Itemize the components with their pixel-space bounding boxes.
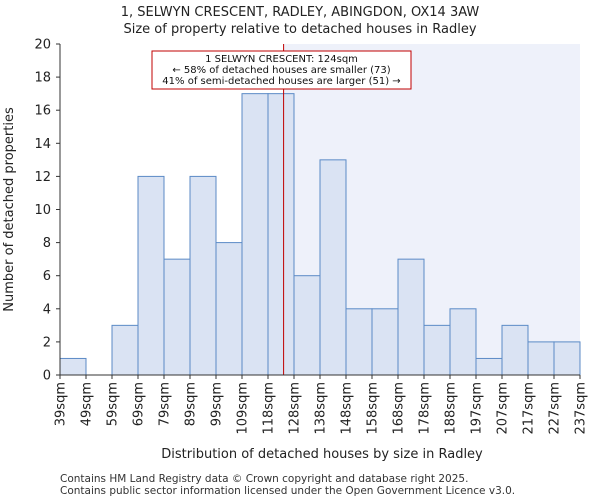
x-tick-label: 207sqm: [496, 382, 511, 435]
bar-227sqm: [553, 341, 581, 376]
x-tick-label: 188sqm: [444, 382, 459, 435]
x-tick-label: 148sqm: [340, 382, 355, 435]
y-tick-label: 18: [34, 71, 51, 86]
x-tick-label: 217sqm: [522, 382, 537, 435]
bar-39sqm: [59, 357, 87, 376]
bar-138sqm: [319, 159, 347, 376]
bar-99sqm: [215, 242, 243, 376]
chart-title: 1, SELWYN CRESCENT, RADLEY, ABINGDON, OX…: [121, 5, 480, 20]
annotation-border: [151, 50, 412, 90]
x-tick-label: 89sqm: [184, 382, 199, 426]
y-tick-label: 2: [43, 335, 51, 350]
y-tick-label: 14: [34, 137, 51, 152]
bar-168sqm: [397, 258, 425, 376]
y-tick-label: 4: [43, 302, 51, 317]
x-tick-label: 138sqm: [314, 382, 329, 435]
bar-79sqm: [163, 258, 191, 376]
bar-59sqm: [111, 324, 139, 376]
x-tick-label: 227sqm: [548, 382, 563, 435]
x-tick-label: 49sqm: [80, 382, 95, 426]
bar-197sqm: [475, 357, 503, 376]
y-tick-label: 16: [34, 104, 51, 119]
y-tick-label: 6: [43, 269, 51, 284]
x-tick-label: 168sqm: [392, 382, 407, 435]
bar-69sqm: [137, 175, 165, 376]
x-tick-label: 79sqm: [158, 382, 173, 426]
bar-217sqm: [527, 341, 555, 376]
chart-subtitle: Size of property relative to detached ho…: [123, 22, 476, 37]
x-tick-label: 197sqm: [470, 382, 485, 435]
x-tick-label: 69sqm: [132, 382, 147, 426]
x-tick-label: 118sqm: [262, 382, 277, 435]
x-tick-label: 109sqm: [236, 382, 251, 435]
y-tick-label: 0: [43, 369, 51, 384]
annotation-line-2: ← 58% of detached houses are smaller (73…: [172, 65, 390, 76]
x-tick-label: 99sqm: [210, 382, 225, 426]
footer-line-1: Contains HM Land Registry data © Crown c…: [60, 473, 468, 485]
x-tick-label: 128sqm: [288, 382, 303, 435]
bar-109sqm: [241, 93, 269, 376]
x-tick-label: 39sqm: [54, 382, 69, 426]
bar-207sqm: [501, 324, 529, 376]
bar-158sqm: [371, 308, 399, 376]
bars-layer: [59, 93, 581, 376]
y-tick-label: 20: [34, 38, 51, 53]
annotation-line-1: 1 SELWYN CRESCENT: 124sqm: [205, 54, 358, 65]
bar-148sqm: [345, 308, 373, 376]
x-axis-label: Distribution of detached houses by size …: [161, 447, 483, 462]
x-tick-label: 237sqm: [574, 382, 589, 435]
bar-118sqm: [267, 93, 295, 376]
bar-178sqm: [423, 324, 451, 376]
annotation-box: 1 SELWYN CRESCENT: 124sqm ← 58% of detac…: [151, 50, 412, 90]
x-tick-label: 158sqm: [366, 382, 381, 435]
x-tick-label: 59sqm: [106, 382, 121, 426]
y-ticks: 0 2 4 6 8 10 12 14 16 18 20: [34, 38, 60, 384]
y-tick-label: 8: [43, 236, 51, 251]
annotation-line-3: 41% of semi-detached houses are larger (…: [162, 76, 400, 87]
y-axis-label: Number of detached properties: [2, 107, 17, 312]
y-tick-label: 12: [34, 170, 51, 185]
bar-188sqm: [449, 308, 477, 376]
y-tick-label: 10: [34, 203, 51, 218]
bar-128sqm: [293, 275, 321, 376]
footer-line-2: Contains public sector information licen…: [60, 485, 515, 497]
x-tick-label: 178sqm: [418, 382, 433, 435]
bar-89sqm: [189, 175, 217, 376]
x-ticks: 39sqm 49sqm 59sqm 69sqm 79sqm 89sqm 99sqm 109sq…: [54, 375, 589, 435]
